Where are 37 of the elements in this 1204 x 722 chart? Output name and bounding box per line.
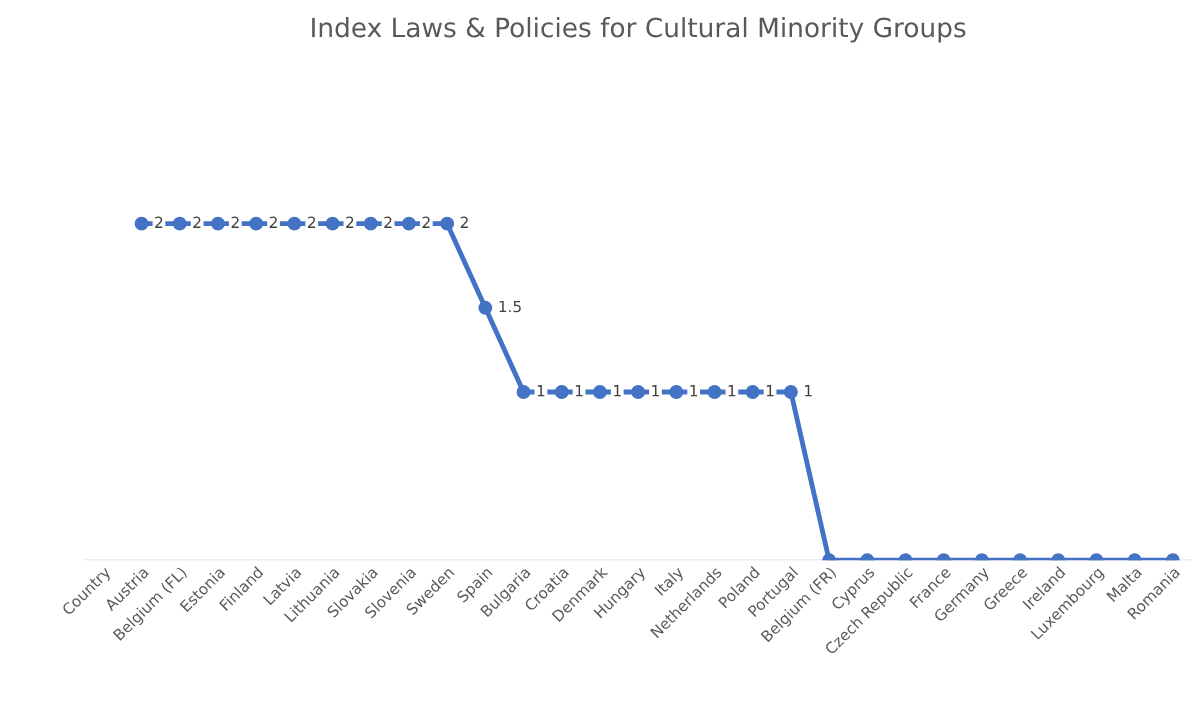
data-label: 1 (652, 385, 659, 397)
data-label: 2 (231, 216, 239, 228)
data-label: 1 (728, 385, 736, 397)
point (592, 385, 607, 399)
data-label: 1.5 (499, 300, 521, 313)
point (554, 385, 569, 399)
point (631, 385, 646, 399)
data-label: 2 (155, 216, 163, 228)
point (478, 300, 493, 315)
point (707, 385, 722, 399)
data-label: 2 (460, 216, 468, 228)
data-label: 1 (690, 385, 698, 397)
point (249, 216, 264, 231)
point (401, 216, 416, 231)
chart-title: Index Laws & Policies for Cultural Minority Groups (312, 17, 966, 43)
data-label: 2 (307, 216, 316, 228)
data-label: 1 (766, 385, 774, 397)
data-label: 1 (537, 385, 545, 397)
point (440, 216, 455, 231)
point (669, 385, 684, 399)
point (134, 216, 149, 231)
data-label: 2 (193, 216, 201, 228)
data-label: 2 (346, 216, 354, 228)
data-label: 1 (575, 385, 583, 397)
point (172, 216, 187, 231)
point (363, 216, 378, 231)
data-label: 2 (384, 216, 392, 228)
point (211, 216, 225, 231)
data-label: 1 (614, 385, 621, 397)
point (783, 385, 798, 399)
point (516, 385, 531, 399)
data-label: 2 (422, 216, 430, 228)
data-label: 1 (805, 385, 812, 397)
point (745, 385, 760, 399)
point (325, 216, 340, 231)
data-label: 2 (269, 216, 277, 228)
point (287, 216, 302, 231)
